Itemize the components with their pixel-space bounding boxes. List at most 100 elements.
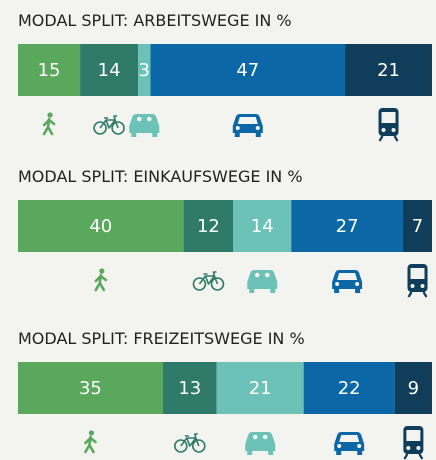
icon-wheel	[192, 277, 207, 291]
segment-label: 21	[249, 378, 272, 399]
bar-segment	[216, 362, 304, 414]
icon-light	[406, 446, 411, 450]
icon-body	[84, 435, 97, 454]
bar-segment	[403, 200, 432, 252]
segment-label: 14	[98, 60, 121, 81]
icon-frame	[198, 271, 219, 285]
icon-wheel	[334, 289, 340, 293]
icon-body	[94, 273, 108, 292]
mode-icon	[378, 108, 399, 142]
icon-window	[381, 112, 396, 123]
mode-icon	[42, 112, 56, 136]
segment-label: 13	[178, 378, 201, 399]
bar-segment	[18, 362, 163, 414]
bar-segment	[345, 44, 432, 96]
mode-icon	[94, 268, 108, 292]
icon-light	[235, 126, 240, 130]
mode-icon	[129, 114, 160, 137]
bar-segment	[303, 362, 395, 414]
icon-frame	[180, 433, 200, 447]
icon-person	[254, 272, 260, 278]
mode-icon	[84, 430, 97, 454]
icon-wheel	[357, 451, 363, 455]
icon-window	[339, 435, 360, 442]
bar-segment	[394, 362, 432, 414]
icon-wheel	[249, 289, 255, 293]
mode-icon	[232, 114, 263, 137]
icon-light	[410, 284, 415, 288]
icon-wheel	[152, 133, 158, 137]
icon-person	[252, 434, 258, 440]
icon-wheel	[111, 121, 125, 135]
icon-wheel	[336, 451, 342, 455]
mode-icon	[247, 270, 278, 293]
icon-wheel	[270, 289, 276, 293]
segment-label: 40	[89, 216, 112, 237]
bar-segment	[162, 362, 217, 414]
icon-person	[136, 116, 142, 122]
segment-label: 12	[197, 216, 220, 237]
bar-segment	[80, 44, 139, 96]
mode-icon	[174, 433, 206, 453]
icon-wheel	[192, 439, 206, 453]
mode-icon	[192, 271, 225, 291]
icon-wheel	[247, 451, 253, 455]
segment-label: 7	[412, 216, 423, 237]
mode-icon	[332, 270, 363, 293]
icon-light	[420, 284, 425, 288]
bar-segment	[138, 44, 151, 96]
icon-wheel	[93, 121, 107, 135]
icon-body	[42, 117, 56, 136]
icon-car	[129, 114, 160, 133]
segment-label: 27	[336, 216, 359, 237]
chart-title: MODAL SPLIT: EINKAUFSWEGE IN %	[18, 167, 303, 186]
icon-light	[416, 446, 421, 450]
icon-window	[406, 430, 421, 441]
segment-label: 3	[139, 60, 150, 81]
segment-label: 35	[79, 378, 102, 399]
icon-window	[237, 117, 258, 124]
icon-wheel	[255, 133, 261, 137]
icon-head	[99, 268, 105, 274]
icon-legs	[378, 135, 399, 142]
mode-icon	[245, 432, 276, 455]
icon-car	[247, 270, 278, 289]
icon-person	[264, 272, 270, 278]
bar-segment	[150, 44, 346, 96]
icon-wheel	[174, 439, 188, 453]
icon-frame	[99, 115, 119, 129]
segment-label: 9	[408, 378, 419, 399]
mode-icon	[93, 115, 125, 135]
segment-label: 21	[377, 60, 400, 81]
icon-head	[88, 430, 95, 436]
segment-label: 14	[251, 216, 274, 237]
icon-light	[357, 444, 362, 448]
bar-segment	[183, 200, 234, 252]
bar-segment	[291, 200, 404, 252]
icon-light	[355, 282, 360, 286]
mode-icon	[334, 432, 365, 455]
mode-icon	[407, 264, 428, 298]
icon-window	[410, 268, 425, 279]
icon-head	[47, 112, 53, 118]
icon-car	[245, 432, 276, 451]
icon-person	[262, 434, 268, 440]
icon-light	[335, 282, 340, 286]
icon-light	[391, 128, 396, 132]
icon-person	[146, 116, 152, 122]
icon-wheel	[355, 289, 361, 293]
chart-title: MODAL SPLIT: FREIZEITSWEGE IN %	[18, 329, 305, 348]
icon-legs	[407, 291, 428, 298]
icon-light	[337, 444, 342, 448]
icon-light	[255, 126, 260, 130]
icon-legs	[403, 453, 424, 460]
icon-window	[337, 273, 358, 280]
segment-label: 15	[38, 60, 61, 81]
segment-label: 47	[236, 60, 259, 81]
mode-icon	[403, 426, 424, 460]
icon-wheel	[268, 451, 274, 455]
icon-wheel	[234, 133, 240, 137]
segment-label: 22	[338, 378, 361, 399]
